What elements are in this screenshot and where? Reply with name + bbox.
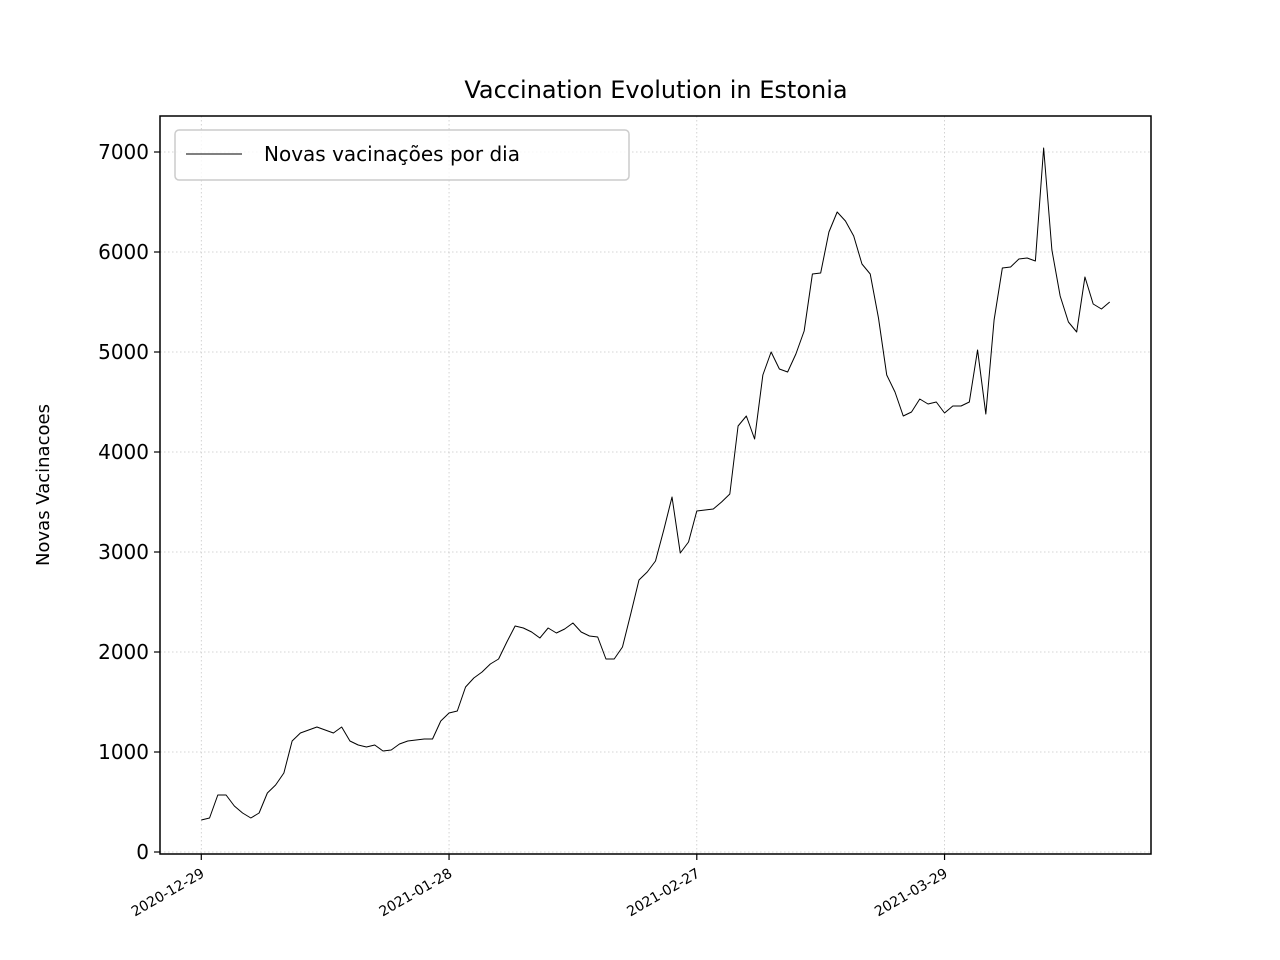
y-tick-label: 0	[136, 840, 149, 864]
y-tick-label: 1000	[98, 740, 149, 764]
y-tick-label: 5000	[98, 340, 149, 364]
legend: Novas vacinações por dia	[174, 129, 630, 181]
y-tick-label: 6000	[98, 240, 149, 264]
y-tick-label: 4000	[98, 440, 149, 464]
chart-title: Vaccination Evolution in Estonia	[464, 76, 847, 104]
data-line	[201, 147, 1111, 821]
legend-box	[174, 129, 630, 181]
y-tick-label: 7000	[98, 140, 149, 164]
legend-label: Novas vacinações por dia	[264, 142, 520, 166]
y-tick-label: 2000	[98, 640, 149, 664]
plot-frame	[159, 115, 1152, 855]
y-tick-label: 3000	[98, 540, 149, 564]
y-axis-label: Novas Vacinacoes	[33, 404, 54, 566]
